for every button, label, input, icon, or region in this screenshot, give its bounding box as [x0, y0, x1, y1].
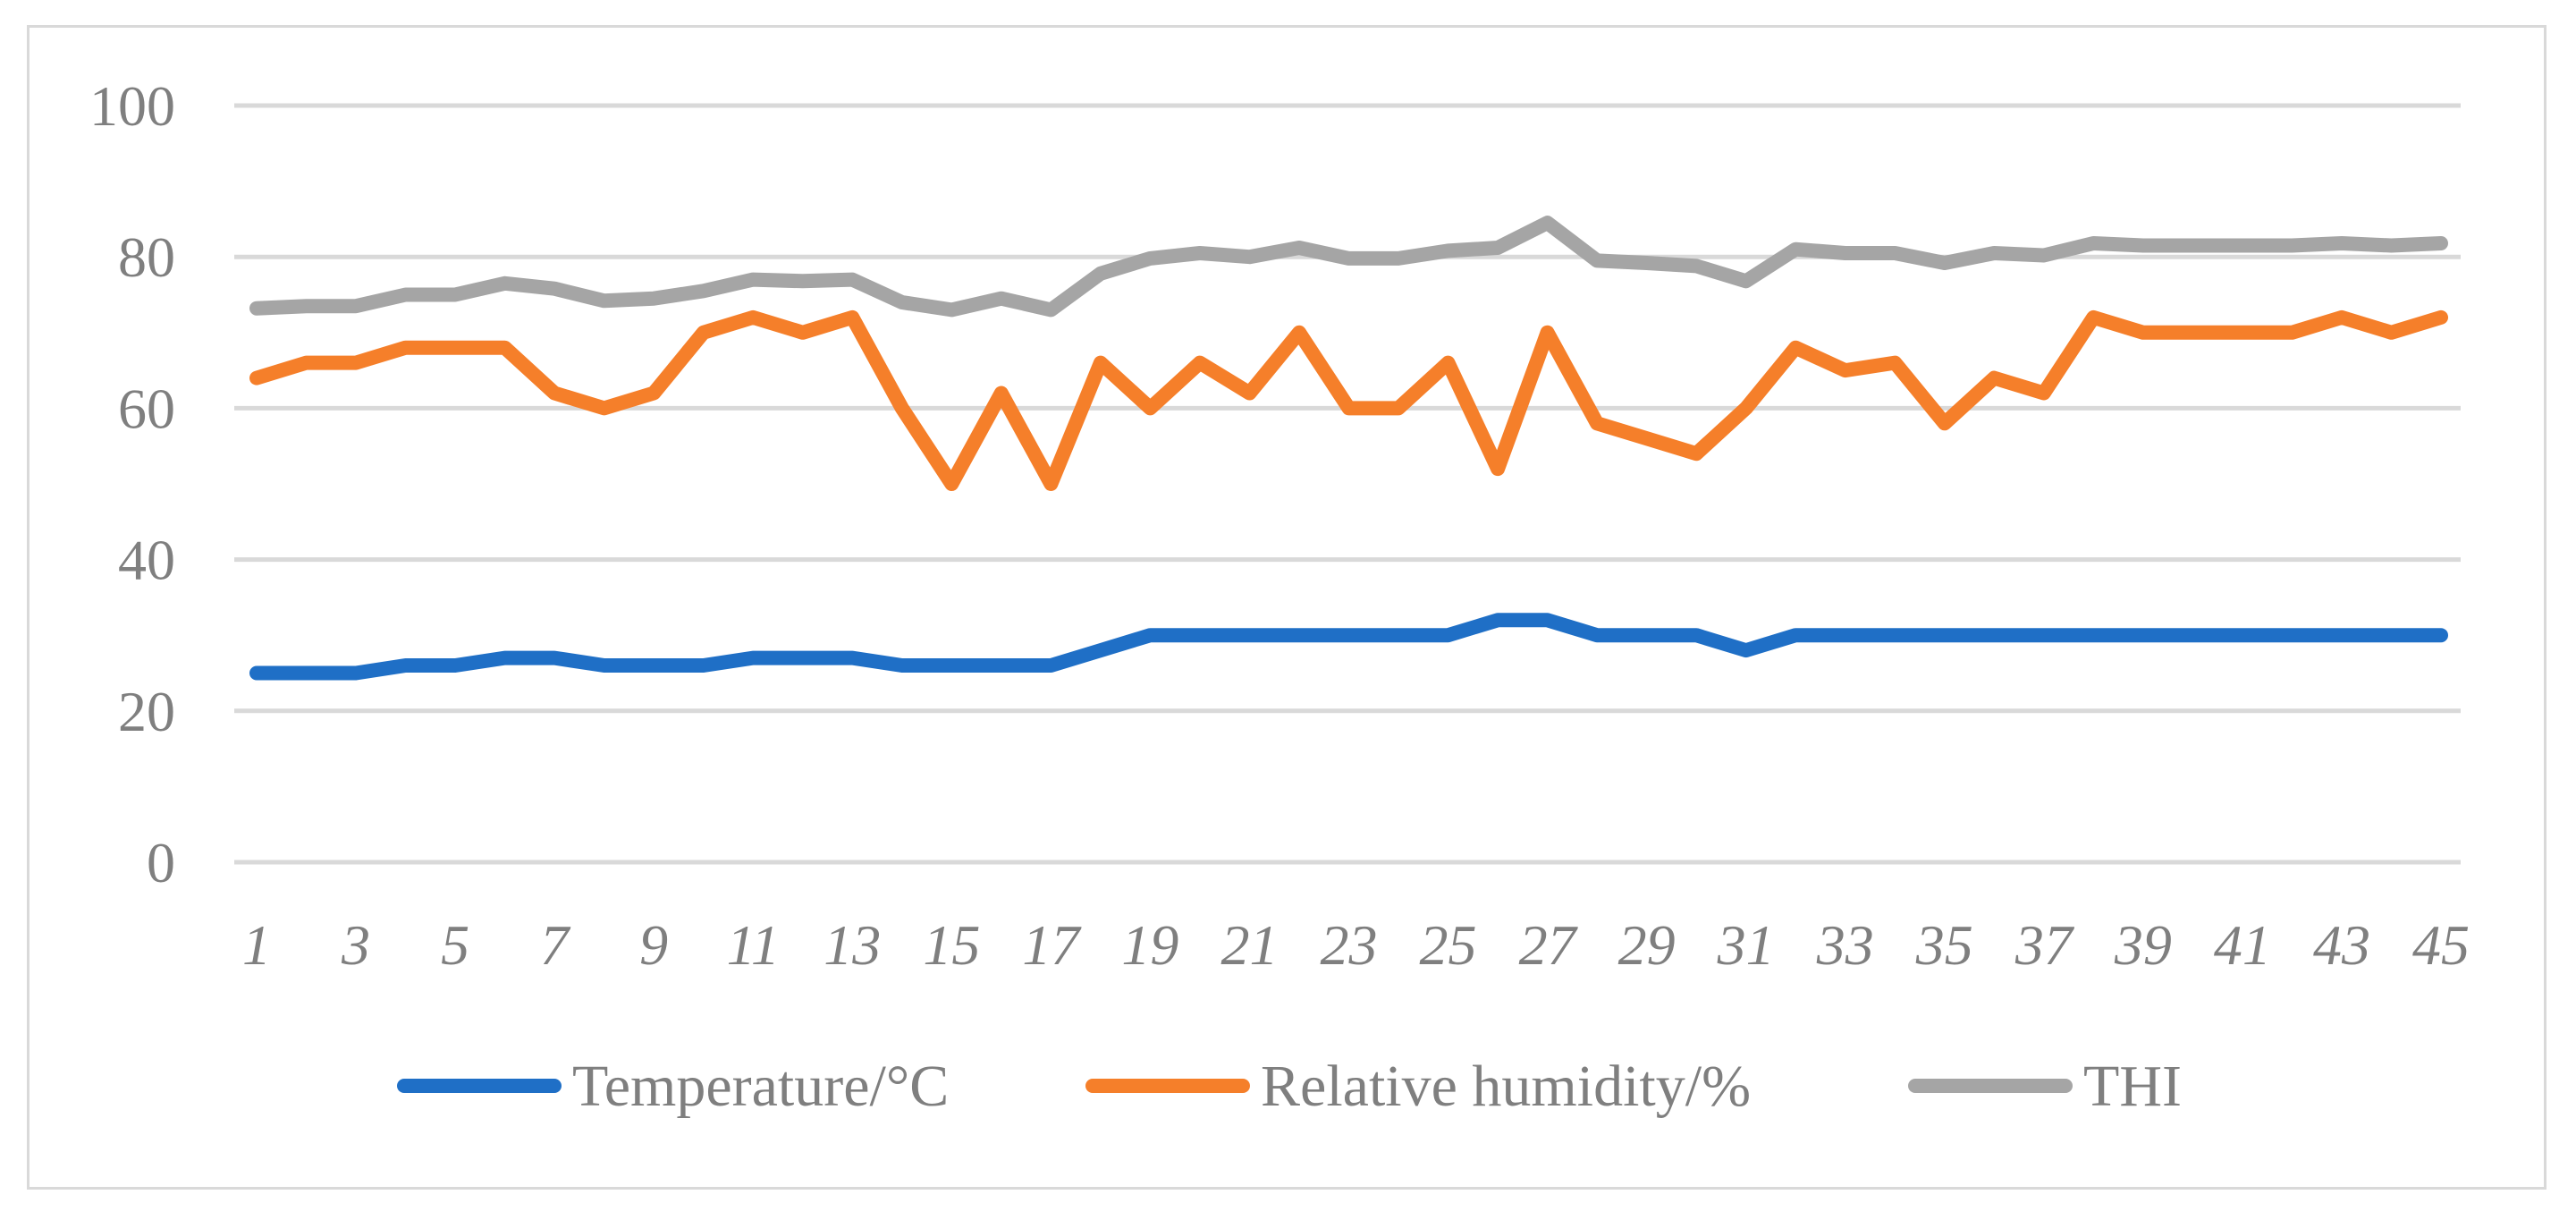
x-tick-label: 25	[1420, 913, 1477, 977]
x-tick-label: 5	[441, 913, 469, 977]
x-tick-label: 23	[1321, 913, 1378, 977]
x-tick-label: 41	[2214, 913, 2271, 977]
legend-item: Relative humidity/%	[1085, 1054, 1751, 1119]
y-tick-label: 100	[89, 74, 175, 138]
legend-label: THI	[2083, 1054, 2182, 1119]
legend-item: Temperature/°C	[397, 1054, 949, 1119]
x-tick-label: 17	[1022, 913, 1082, 977]
legend-label: Relative humidity/%	[1261, 1054, 1751, 1119]
x-tick-label: 43	[2313, 913, 2370, 977]
x-tick-label: 9	[639, 913, 668, 977]
x-tick-label: 19	[1121, 913, 1178, 977]
chart-frame	[27, 25, 2546, 1190]
x-tick-label: 3	[341, 913, 370, 977]
x-tick-label: 31	[1717, 913, 1775, 977]
x-tick-label: 45	[2412, 913, 2470, 977]
legend-label: Temperature/°C	[572, 1054, 949, 1119]
series-line-thi	[249, 216, 2448, 318]
y-tick-label: 80	[118, 225, 175, 289]
x-tick-label: 7	[540, 913, 571, 977]
series-line-relative-humidity	[249, 309, 2448, 491]
x-tick-label: 27	[1519, 913, 1579, 977]
y-tick-label: 0	[147, 831, 175, 894]
x-tick-label: 13	[823, 913, 881, 977]
y-tick-label: 40	[118, 529, 175, 592]
x-tick-label: 15	[923, 913, 980, 977]
x-tick-label: 37	[2014, 913, 2075, 977]
x-tick-label: 35	[1915, 913, 1973, 977]
y-tick-label: 60	[118, 377, 175, 440]
x-tick-label: 33	[1816, 913, 1874, 977]
x-tick-label: 29	[1618, 913, 1676, 977]
y-tick-label: 20	[118, 680, 175, 743]
x-tick-label: 1	[242, 913, 271, 977]
series-line-temperature-c	[249, 613, 2448, 681]
x-tick-label: 21	[1220, 913, 1278, 977]
x-tick-label: 39	[2114, 913, 2172, 977]
x-tick-label: 11	[727, 913, 780, 977]
legend-item: THI	[1908, 1054, 2182, 1119]
